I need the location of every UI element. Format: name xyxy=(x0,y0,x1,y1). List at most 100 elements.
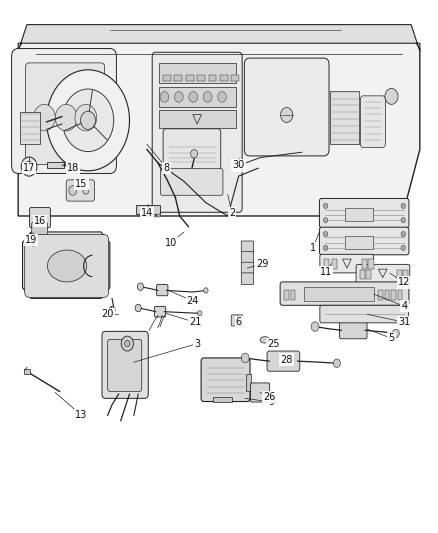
Circle shape xyxy=(204,288,208,293)
Text: 14: 14 xyxy=(141,208,153,219)
Text: 26: 26 xyxy=(263,392,276,402)
Circle shape xyxy=(323,203,328,208)
Circle shape xyxy=(385,88,398,104)
Circle shape xyxy=(392,329,399,338)
Circle shape xyxy=(75,104,97,131)
Bar xyxy=(285,290,289,300)
Bar xyxy=(152,214,155,217)
Circle shape xyxy=(401,245,406,251)
Bar xyxy=(360,270,365,279)
Circle shape xyxy=(401,203,406,208)
Bar xyxy=(362,259,367,269)
FancyBboxPatch shape xyxy=(160,168,223,195)
Text: 17: 17 xyxy=(23,163,35,173)
Circle shape xyxy=(46,70,130,171)
Text: 25: 25 xyxy=(267,338,280,349)
FancyBboxPatch shape xyxy=(25,235,109,297)
Text: 12: 12 xyxy=(399,278,411,287)
Circle shape xyxy=(311,322,319,332)
Circle shape xyxy=(69,185,77,195)
FancyBboxPatch shape xyxy=(102,332,148,398)
FancyBboxPatch shape xyxy=(360,96,385,148)
Circle shape xyxy=(191,150,198,158)
Text: 2: 2 xyxy=(229,208,235,219)
FancyBboxPatch shape xyxy=(154,306,166,317)
FancyBboxPatch shape xyxy=(319,198,409,228)
Text: 18: 18 xyxy=(67,163,79,173)
Bar xyxy=(46,162,64,168)
FancyBboxPatch shape xyxy=(156,285,168,296)
FancyBboxPatch shape xyxy=(339,321,367,339)
FancyBboxPatch shape xyxy=(201,358,250,401)
Circle shape xyxy=(81,111,95,130)
FancyBboxPatch shape xyxy=(241,262,254,274)
Circle shape xyxy=(109,306,115,314)
FancyBboxPatch shape xyxy=(25,63,105,165)
Text: 31: 31 xyxy=(399,317,411,327)
Circle shape xyxy=(218,92,226,102)
Bar xyxy=(148,214,151,217)
FancyBboxPatch shape xyxy=(152,52,242,212)
Bar xyxy=(20,112,40,144)
Bar xyxy=(304,287,374,301)
Bar xyxy=(397,270,403,279)
Text: 30: 30 xyxy=(233,160,245,171)
FancyBboxPatch shape xyxy=(241,273,254,285)
Circle shape xyxy=(323,245,328,251)
Bar xyxy=(324,259,329,269)
Text: 15: 15 xyxy=(75,179,88,189)
FancyBboxPatch shape xyxy=(319,227,409,255)
Bar xyxy=(197,75,205,81)
Circle shape xyxy=(174,92,183,102)
FancyBboxPatch shape xyxy=(320,254,374,273)
Bar xyxy=(290,290,295,300)
Bar xyxy=(159,87,236,107)
Text: 13: 13 xyxy=(75,410,88,421)
Bar xyxy=(208,75,216,81)
Circle shape xyxy=(333,359,340,368)
FancyBboxPatch shape xyxy=(231,315,243,326)
Circle shape xyxy=(138,283,144,290)
Circle shape xyxy=(135,304,141,312)
Text: 24: 24 xyxy=(187,296,199,306)
Ellipse shape xyxy=(47,250,87,282)
Text: 6: 6 xyxy=(236,317,242,327)
Bar xyxy=(136,205,160,214)
Circle shape xyxy=(189,92,198,102)
Bar xyxy=(213,397,232,402)
Text: 5: 5 xyxy=(389,333,395,343)
FancyBboxPatch shape xyxy=(32,222,47,235)
Circle shape xyxy=(25,161,33,172)
Polygon shape xyxy=(18,25,420,51)
Circle shape xyxy=(125,341,130,347)
Bar xyxy=(231,75,239,81)
Text: 3: 3 xyxy=(194,338,200,349)
Text: 16: 16 xyxy=(34,216,46,227)
Circle shape xyxy=(323,217,328,223)
Text: 29: 29 xyxy=(257,259,269,269)
Polygon shape xyxy=(22,232,110,298)
Text: 4: 4 xyxy=(402,301,408,311)
Circle shape xyxy=(160,92,169,102)
FancyBboxPatch shape xyxy=(241,241,254,253)
Circle shape xyxy=(21,157,37,176)
FancyBboxPatch shape xyxy=(280,282,409,305)
Circle shape xyxy=(198,311,202,316)
Bar xyxy=(246,374,251,391)
FancyBboxPatch shape xyxy=(267,351,300,371)
Bar xyxy=(159,110,236,128)
FancyBboxPatch shape xyxy=(163,129,221,171)
Bar xyxy=(24,368,30,374)
FancyBboxPatch shape xyxy=(108,340,142,391)
Text: 1: 1 xyxy=(310,243,316,253)
Circle shape xyxy=(241,353,249,363)
Bar xyxy=(345,208,373,221)
Bar xyxy=(332,259,337,269)
Bar xyxy=(403,270,409,279)
FancyBboxPatch shape xyxy=(244,58,329,156)
Text: 21: 21 xyxy=(189,317,201,327)
Text: 19: 19 xyxy=(25,235,37,245)
FancyBboxPatch shape xyxy=(251,383,270,402)
FancyBboxPatch shape xyxy=(66,180,95,201)
Bar xyxy=(345,236,373,249)
